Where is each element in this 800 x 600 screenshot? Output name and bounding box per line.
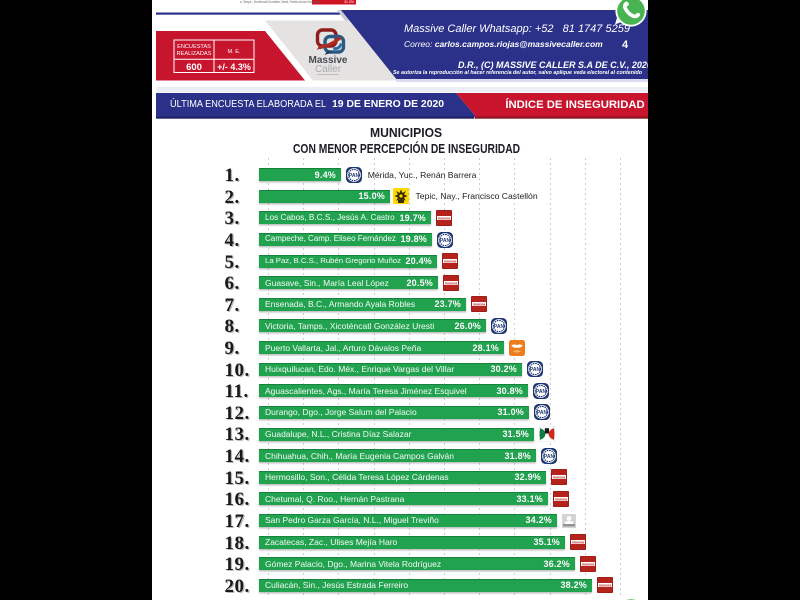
- svg-text:PAN: PAN: [544, 454, 555, 460]
- svg-text:morena: morena: [553, 476, 565, 480]
- svg-text:PAN: PAN: [440, 238, 451, 244]
- svg-text:morena: morena: [599, 584, 611, 588]
- svg-text:PAN: PAN: [536, 389, 547, 395]
- svg-text:morena: morena: [582, 562, 594, 566]
- svg-text:morena: morena: [572, 540, 584, 544]
- svg-text:morena: morena: [473, 303, 485, 307]
- svg-text:PAN: PAN: [349, 173, 360, 179]
- svg-text:morena: morena: [445, 281, 457, 285]
- svg-text:PAN: PAN: [494, 324, 505, 330]
- svg-text:PAN: PAN: [530, 367, 541, 373]
- svg-text:morena: morena: [438, 216, 450, 220]
- svg-text:PAN: PAN: [537, 410, 548, 416]
- svg-text:morena: morena: [555, 497, 567, 501]
- svg-text:morena: morena: [444, 259, 456, 263]
